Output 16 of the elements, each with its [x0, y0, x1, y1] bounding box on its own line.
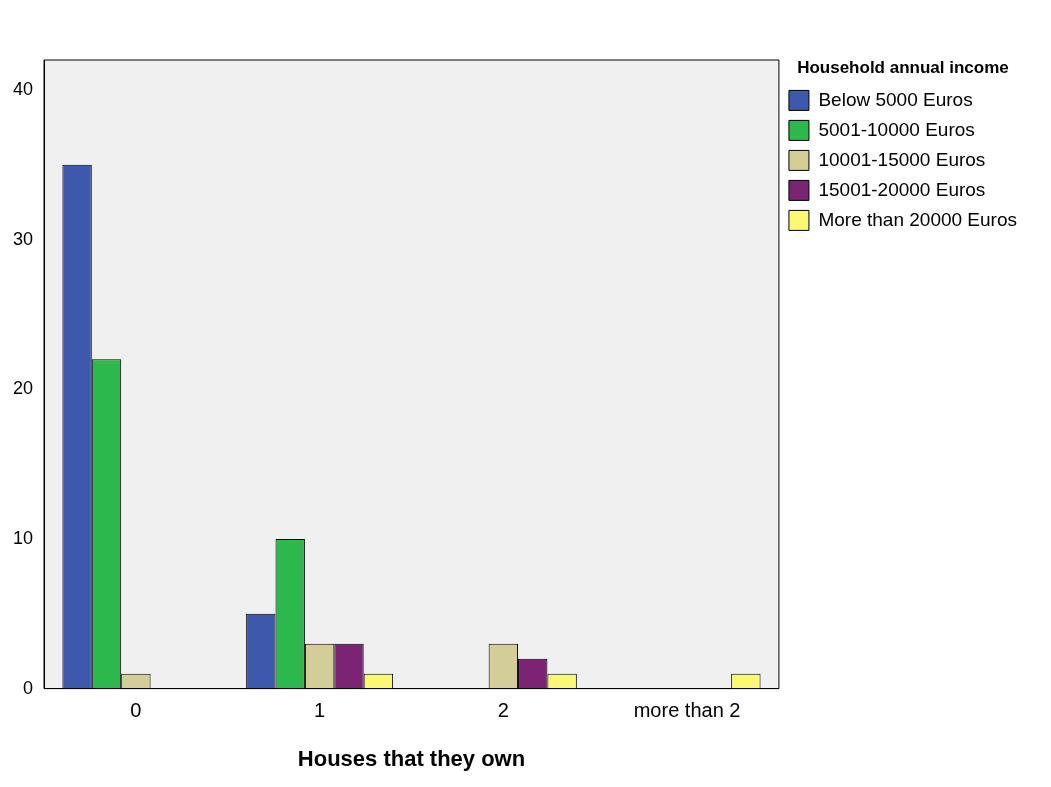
x-tick-label: 2 — [497, 699, 509, 722]
legend-label: 15001-20000 Euros — [818, 178, 986, 200]
x-tick-label: more than 2 — [633, 699, 741, 722]
y-tick-label: 30 — [12, 228, 34, 249]
legend-label: Below 5000 Euros — [818, 88, 973, 110]
legend-label: More than 20000 Euros — [818, 208, 1018, 230]
y-tick-label: 40 — [12, 78, 34, 99]
x-axis-title: Houses that they own — [297, 745, 526, 771]
x-tick-label: 0 — [130, 699, 142, 722]
y-tick-label: 10 — [12, 527, 34, 548]
legend-label: 5001-10000 Euros — [818, 118, 975, 140]
y-tick-label: 20 — [12, 378, 34, 399]
legend-label: 10001-15000 Euros — [818, 148, 986, 170]
legend-title: Household annual income — [797, 58, 1009, 78]
y-tick-label: 0 — [23, 677, 34, 698]
x-tick-label: 1 — [314, 699, 326, 722]
